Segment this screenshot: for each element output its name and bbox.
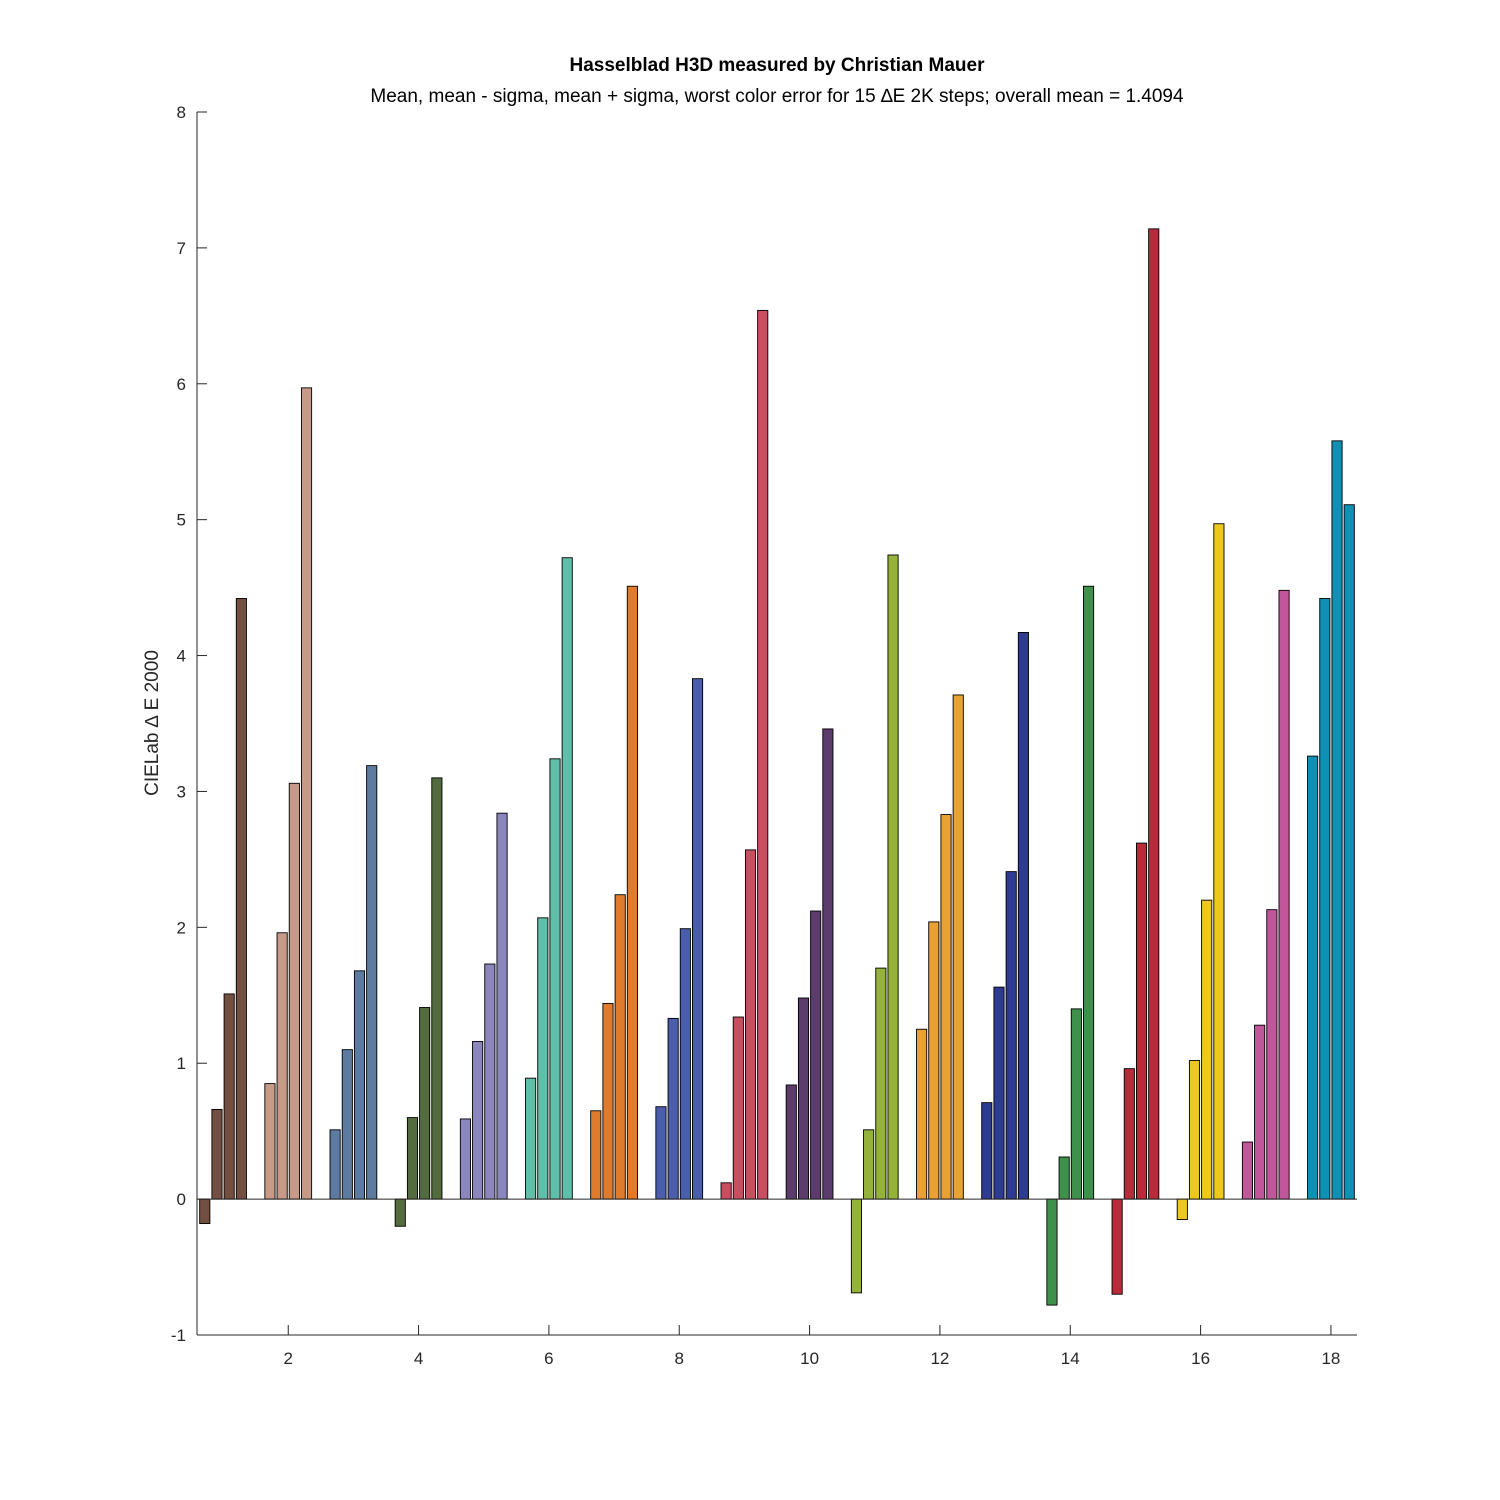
- bar-group-13-mean-sigma: [1005, 871, 1017, 1200]
- bar-group-6-mean: [537, 917, 549, 1200]
- bar-group-11-mean-sigma: [850, 1198, 862, 1294]
- bar-group-1-worst: [235, 598, 247, 1200]
- bar-group-6-worst: [561, 557, 573, 1200]
- bar-group-9-mean-sigma: [744, 849, 757, 1200]
- x-tick-label: 2: [284, 1349, 293, 1368]
- bar-group-16-mean-sigma: [1201, 899, 1213, 1200]
- x-tick-label: 4: [414, 1349, 423, 1368]
- bar-group-15-worst: [1148, 228, 1160, 1200]
- bar-group-14-worst: [1083, 585, 1095, 1200]
- bar-group-17-mean: [1254, 1024, 1266, 1200]
- bar-group-7-worst: [626, 585, 638, 1200]
- bar-group-3-mean-sigma: [353, 970, 366, 1200]
- y-tick-label: 0: [177, 1190, 186, 1209]
- bar-group-18-mean: [1319, 598, 1331, 1200]
- bar-group-10-worst: [822, 728, 834, 1200]
- bar-group-18-mean-sigma: [1331, 440, 1343, 1200]
- bar-group-1-mean-sigma: [199, 1198, 211, 1225]
- bar-group-15-mean: [1123, 1068, 1135, 1200]
- bar-group-3-mean: [341, 1049, 353, 1200]
- bar-group-13-worst: [1017, 632, 1029, 1200]
- bar-group-7-mean-sigma: [590, 1110, 602, 1200]
- bar-group-15-mean-sigma: [1111, 1198, 1123, 1295]
- x-tick-label: 16: [1191, 1349, 1210, 1368]
- bar-group-5-worst: [496, 812, 508, 1200]
- bar-group-2-mean: [276, 932, 288, 1200]
- bar-group-10-mean-sigma: [810, 910, 822, 1200]
- bar-group-11-mean-sigma: [875, 967, 887, 1200]
- bar-group-7-mean: [602, 1002, 614, 1200]
- bar-group-5-mean-sigma: [459, 1118, 471, 1200]
- y-tick-label: 8: [177, 103, 186, 122]
- bar-group-17-mean-sigma: [1241, 1141, 1254, 1200]
- bar-group-10-mean: [797, 997, 810, 1200]
- bar-group-16-worst: [1213, 523, 1225, 1200]
- y-tick-label: -1: [171, 1326, 186, 1345]
- y-tick-label: 7: [177, 239, 186, 258]
- x-tick-label: 10: [800, 1349, 819, 1368]
- bar-group-8-mean-sigma: [679, 928, 691, 1200]
- x-tick-label: 8: [675, 1349, 684, 1368]
- bar-group-6-mean-sigma: [549, 758, 561, 1200]
- bar-group-12-mean-sigma: [940, 814, 952, 1200]
- x-tick-label: 6: [544, 1349, 553, 1368]
- y-axis-label: CIELab ∆ E 2000: [142, 650, 163, 796]
- bar-group-6-mean-sigma: [525, 1077, 537, 1200]
- bar-group-14-mean-sigma: [1070, 1008, 1082, 1200]
- bar-group-8-mean: [667, 1017, 679, 1200]
- y-tick-label: 6: [177, 375, 186, 394]
- bar-group-2-worst: [300, 387, 313, 1200]
- bar-group-1-mean-sigma: [223, 993, 235, 1200]
- bar-group-9-mean-sigma: [720, 1182, 732, 1200]
- bar-group-4-mean-sigma: [419, 1007, 431, 1200]
- bar-group-4-mean-sigma: [394, 1198, 406, 1227]
- bar-group-18-worst: [1343, 504, 1355, 1200]
- bar-group-11-mean: [863, 1129, 875, 1200]
- bar-group-15-mean-sigma: [1135, 842, 1148, 1200]
- bar-group-4-mean: [406, 1117, 419, 1200]
- chart-subtitle: Mean, mean - sigma, mean + sigma, worst …: [370, 86, 1184, 107]
- bar-group-2-mean-sigma: [288, 782, 300, 1200]
- x-tick-label: 18: [1321, 1349, 1340, 1368]
- bar-group-10-mean-sigma: [785, 1084, 797, 1200]
- bar-group-13-mean: [993, 986, 1005, 1200]
- bar-group-3-worst: [366, 765, 378, 1200]
- bar-group-12-mean: [928, 921, 940, 1200]
- bar-group-17-mean-sigma: [1266, 909, 1278, 1200]
- bar-group-8-worst: [692, 678, 704, 1200]
- y-tick-label: 3: [177, 782, 186, 801]
- bar-group-12-mean-sigma: [916, 1028, 928, 1200]
- bar-group-13-mean-sigma: [981, 1102, 993, 1200]
- bar-group-16-mean-sigma: [1176, 1198, 1188, 1220]
- x-tick-label: 14: [1061, 1349, 1080, 1368]
- y-tick-label: 1: [177, 1054, 186, 1073]
- bar-group-18-mean-sigma: [1307, 755, 1319, 1200]
- bar-group-1-mean: [211, 1108, 223, 1200]
- bar-group-9-worst: [757, 309, 769, 1200]
- bar-group-11-worst: [887, 554, 899, 1200]
- bar-group-5-mean-sigma: [484, 963, 496, 1200]
- bar-group-5-mean: [472, 1041, 484, 1200]
- bar-group-17-worst: [1278, 589, 1290, 1200]
- bar-group-14-mean: [1058, 1156, 1070, 1200]
- bar-group-12-worst: [952, 694, 964, 1200]
- y-tick-label: 4: [177, 647, 186, 666]
- bar-group-7-mean-sigma: [614, 894, 626, 1200]
- bar-group-3-mean-sigma: [329, 1129, 341, 1200]
- bar-group-14-mean-sigma: [1046, 1198, 1058, 1306]
- chart-title: Hasselblad H3D measured by Christian Mau…: [569, 55, 985, 76]
- bar-group-4-worst: [431, 777, 443, 1200]
- bar-group-2-mean-sigma: [264, 1083, 276, 1200]
- bar-group-9-mean: [732, 1016, 744, 1200]
- x-tick-label: 12: [930, 1349, 949, 1368]
- y-tick-label: 2: [177, 918, 186, 937]
- bar-group-8-mean-sigma: [655, 1106, 667, 1200]
- y-tick-label: 5: [177, 511, 186, 530]
- bar-group-16-mean: [1188, 1060, 1201, 1200]
